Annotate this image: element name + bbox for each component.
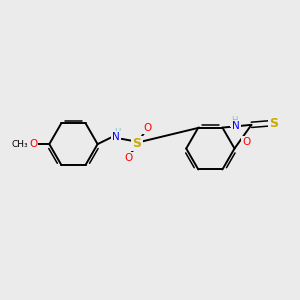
Text: N: N bbox=[232, 121, 240, 131]
Text: N: N bbox=[112, 132, 120, 142]
Text: H: H bbox=[231, 116, 237, 125]
Text: S: S bbox=[269, 117, 278, 130]
Text: S: S bbox=[133, 137, 142, 150]
Text: O: O bbox=[29, 139, 37, 149]
Text: H: H bbox=[114, 128, 121, 137]
Text: O: O bbox=[242, 137, 250, 147]
Text: O: O bbox=[143, 123, 152, 133]
Text: CH₃: CH₃ bbox=[11, 140, 28, 148]
Text: O: O bbox=[124, 153, 132, 163]
